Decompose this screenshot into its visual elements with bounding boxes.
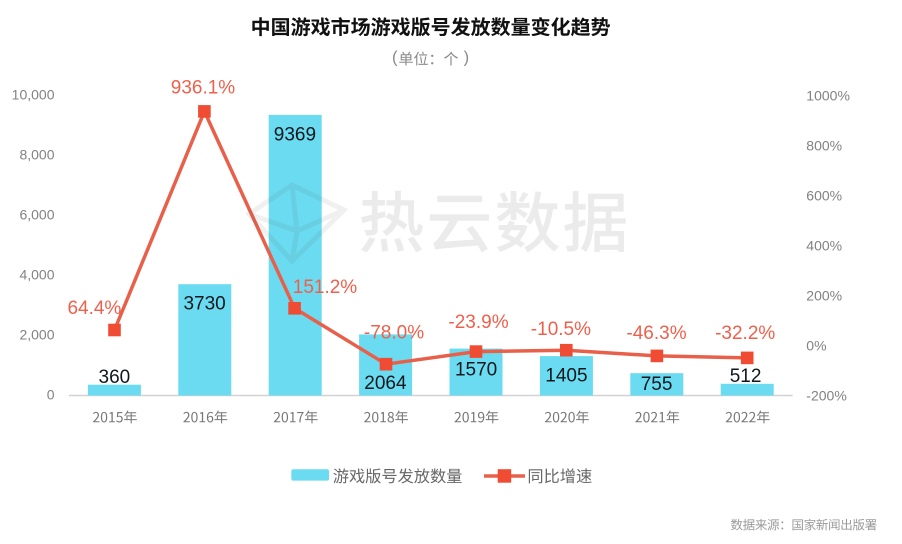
svg-text:400%: 400%	[806, 238, 842, 254]
svg-text:200%: 200%	[806, 288, 842, 304]
svg-text:0%: 0%	[806, 338, 826, 354]
svg-text:-78.0%: -78.0%	[364, 322, 424, 343]
svg-text:64.4%: 64.4%	[67, 298, 121, 319]
svg-text:6,000: 6,000	[19, 207, 54, 223]
svg-text:3730: 3730	[183, 294, 225, 315]
svg-text:4,000: 4,000	[19, 267, 54, 283]
svg-text:-10.5%: -10.5%	[531, 319, 591, 340]
svg-text:936.1%: 936.1%	[171, 78, 236, 99]
svg-text:512: 512	[730, 366, 762, 387]
svg-text:): )	[464, 48, 470, 66]
svg-text:800%: 800%	[806, 138, 842, 154]
svg-text:600%: 600%	[806, 188, 842, 204]
svg-text:2,000: 2,000	[19, 327, 54, 343]
svg-text:0: 0	[47, 387, 55, 403]
svg-text:1570: 1570	[455, 359, 497, 380]
svg-text:2064: 2064	[364, 373, 407, 394]
svg-text:755: 755	[641, 374, 673, 395]
svg-text:10,000: 10,000	[12, 87, 55, 103]
svg-text:-32.2%: -32.2%	[715, 323, 775, 344]
svg-text:1405: 1405	[545, 365, 587, 386]
svg-text:1000%: 1000%	[806, 88, 850, 104]
svg-text:9369: 9369	[274, 125, 316, 146]
svg-text:-46.3%: -46.3%	[626, 323, 686, 344]
svg-text:-23.9%: -23.9%	[448, 312, 508, 333]
svg-text:360: 360	[99, 367, 131, 388]
svg-text:-200%: -200%	[806, 388, 846, 404]
svg-text:151.2%: 151.2%	[293, 277, 358, 298]
svg-text:8,000: 8,000	[19, 147, 54, 163]
svg-text:(: (	[392, 48, 398, 66]
